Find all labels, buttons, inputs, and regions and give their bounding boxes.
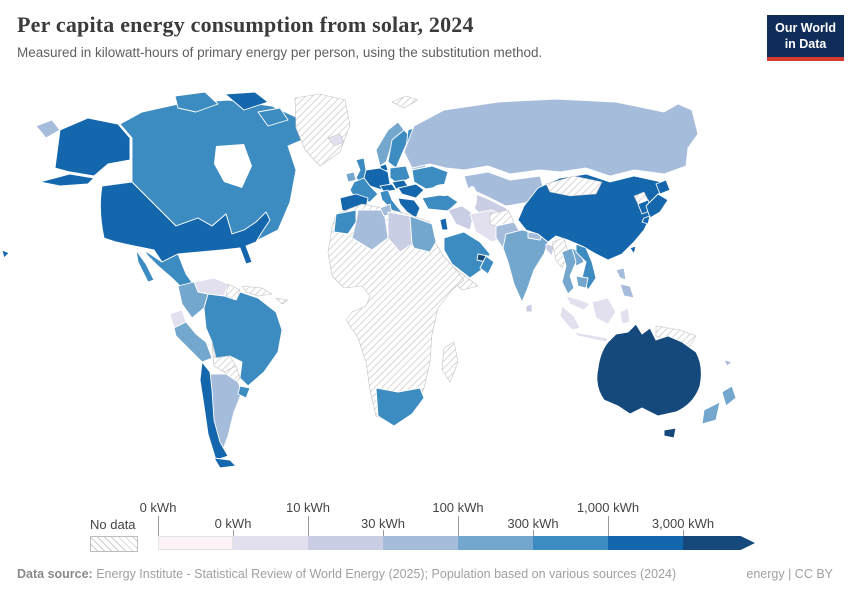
country-cuba[interactable] (241, 285, 273, 297)
license-badge[interactable]: energy | CC BY (746, 567, 833, 581)
country-vietnam[interactable] (575, 243, 597, 291)
data-source-text[interactable]: Energy Institute - Statistical Review of… (92, 567, 677, 581)
country-ireland[interactable] (345, 171, 357, 183)
island-new-caledonia[interactable] (723, 359, 733, 367)
island-hispaniola[interactable] (275, 297, 289, 305)
tierra-del-fuego[interactable] (213, 457, 237, 469)
new-zealand-south[interactable] (701, 401, 721, 425)
hawaii-us[interactable] (1, 249, 10, 259)
legend-tickline (383, 530, 384, 536)
chart-subtitle: Measured in kilowatt-hours of primary en… (17, 45, 543, 60)
country-mexico-baja[interactable] (135, 249, 155, 283)
country-egypt[interactable] (409, 215, 437, 253)
region-alps-austria[interactable] (379, 183, 397, 193)
arctic-island-2[interactable] (224, 91, 269, 111)
country-papua-new-guinea[interactable] (655, 325, 697, 347)
legend-tick-10: 10 kWh (285, 500, 331, 515)
country-south-africa[interactable] (375, 387, 425, 427)
country-syria-iraq[interactable] (447, 205, 475, 231)
legend-bin-0[interactable] (158, 536, 233, 550)
legend-tick-0: 0 kWh (139, 500, 177, 515)
legend-tickline (158, 516, 159, 536)
country-thailand[interactable] (561, 247, 577, 295)
legend-tick-300: 300 kWh (507, 516, 559, 531)
legend-tick-1000: 1,000 kWh (576, 500, 640, 515)
legend-bin-7-arrow[interactable] (683, 536, 755, 550)
legend-bin-2[interactable] (308, 536, 383, 550)
country-russia[interactable] (403, 98, 699, 177)
owid-logo[interactable]: Our World in Data (767, 15, 844, 62)
country-taiwan[interactable] (629, 245, 637, 255)
country-uruguay[interactable] (237, 385, 251, 399)
black-sea (432, 184, 456, 196)
country-libya[interactable] (387, 211, 413, 253)
legend-tick-0b: 0 kWh (214, 516, 252, 531)
country-hungary-romania[interactable] (397, 183, 425, 199)
country-malaysia[interactable] (565, 295, 591, 311)
country-chukotka-russia[interactable] (35, 119, 61, 139)
indonesia-sumatra[interactable] (559, 305, 581, 331)
japan-hokkaido[interactable] (655, 179, 671, 195)
country-cambodia[interactable] (575, 275, 589, 289)
country-alaska-us[interactable] (54, 117, 131, 177)
legend-tickline (233, 530, 234, 536)
country-oman[interactable] (479, 255, 495, 275)
chart-footer: Data source: Energy Institute - Statisti… (17, 567, 833, 581)
owid-logo-text: Our World in Data (767, 15, 844, 58)
legend-no-data-label: No data (90, 517, 136, 532)
legend-tick-3000: 3,000 kWh (651, 516, 715, 531)
legend-tick-100: 100 kWh (432, 500, 484, 515)
legend-tick-30: 30 kWh (360, 516, 406, 531)
country-iceland[interactable] (327, 133, 345, 147)
philippines-luzon[interactable] (615, 267, 627, 281)
data-source: Data source: Energy Institute - Statisti… (17, 567, 676, 581)
country-chile[interactable] (199, 361, 229, 461)
legend-bin-1[interactable] (233, 536, 308, 550)
hudson-bay (214, 144, 252, 188)
country-madagascar[interactable] (441, 341, 459, 383)
aleutian-islands[interactable] (39, 173, 95, 187)
svalbard[interactable] (391, 95, 419, 109)
legend-bin-4[interactable] (458, 536, 533, 550)
country-united-states[interactable] (99, 181, 271, 265)
country-israel-jordan[interactable] (439, 217, 449, 231)
page-title: Per capita energy consumption from solar… (17, 12, 474, 37)
legend-bin-5[interactable] (533, 536, 608, 550)
legend-tickline (533, 530, 534, 536)
country-peru[interactable] (173, 321, 213, 363)
legend-no-data-swatch[interactable] (90, 536, 138, 552)
australia-tasmania[interactable] (663, 427, 677, 439)
philippines-mindanao[interactable] (619, 283, 635, 299)
japan-kyushu[interactable] (641, 215, 651, 225)
legend-bin-6[interactable] (608, 536, 683, 550)
country-bangladesh[interactable] (545, 243, 555, 257)
indonesia-sulawesi[interactable] (619, 307, 631, 325)
indonesia-borneo[interactable] (591, 297, 617, 325)
legend-tickline (308, 516, 309, 536)
country-australia[interactable] (596, 323, 702, 417)
country-morocco[interactable] (333, 209, 357, 235)
country-mongolia[interactable] (545, 175, 603, 197)
legend-tickline (458, 516, 459, 536)
chart-header: Per capita energy consumption from solar… (17, 12, 737, 60)
arctic-island-1[interactable] (174, 91, 219, 113)
data-source-label: Data source: (17, 567, 93, 581)
country-china[interactable] (517, 173, 663, 261)
country-sweden[interactable] (387, 129, 411, 169)
world-map (0, 90, 850, 500)
arctic-island-3[interactable] (257, 107, 289, 127)
new-zealand-north[interactable] (721, 385, 737, 407)
country-greenland[interactable] (294, 93, 351, 167)
indonesia-java[interactable] (573, 331, 609, 343)
caspian-sea (467, 186, 477, 210)
legend-bin-3[interactable] (383, 536, 458, 550)
country-sri-lanka[interactable] (525, 303, 533, 313)
legend-tickline (683, 530, 684, 536)
legend-tickline (608, 516, 609, 536)
